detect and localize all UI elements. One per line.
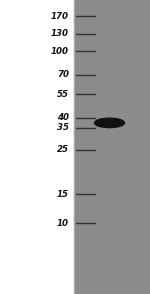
Text: 130: 130 — [51, 29, 69, 38]
Text: 10: 10 — [57, 219, 69, 228]
Text: 70: 70 — [57, 71, 69, 79]
Text: 25: 25 — [57, 146, 69, 154]
Text: 170: 170 — [51, 12, 69, 21]
Bar — [0, 0, 74, 294]
Text: 55: 55 — [57, 90, 69, 98]
Text: 35: 35 — [57, 123, 69, 132]
Ellipse shape — [94, 118, 124, 128]
Text: 15: 15 — [57, 190, 69, 198]
Text: 100: 100 — [51, 47, 69, 56]
Text: 40: 40 — [57, 113, 69, 122]
Bar — [74, 0, 150, 294]
